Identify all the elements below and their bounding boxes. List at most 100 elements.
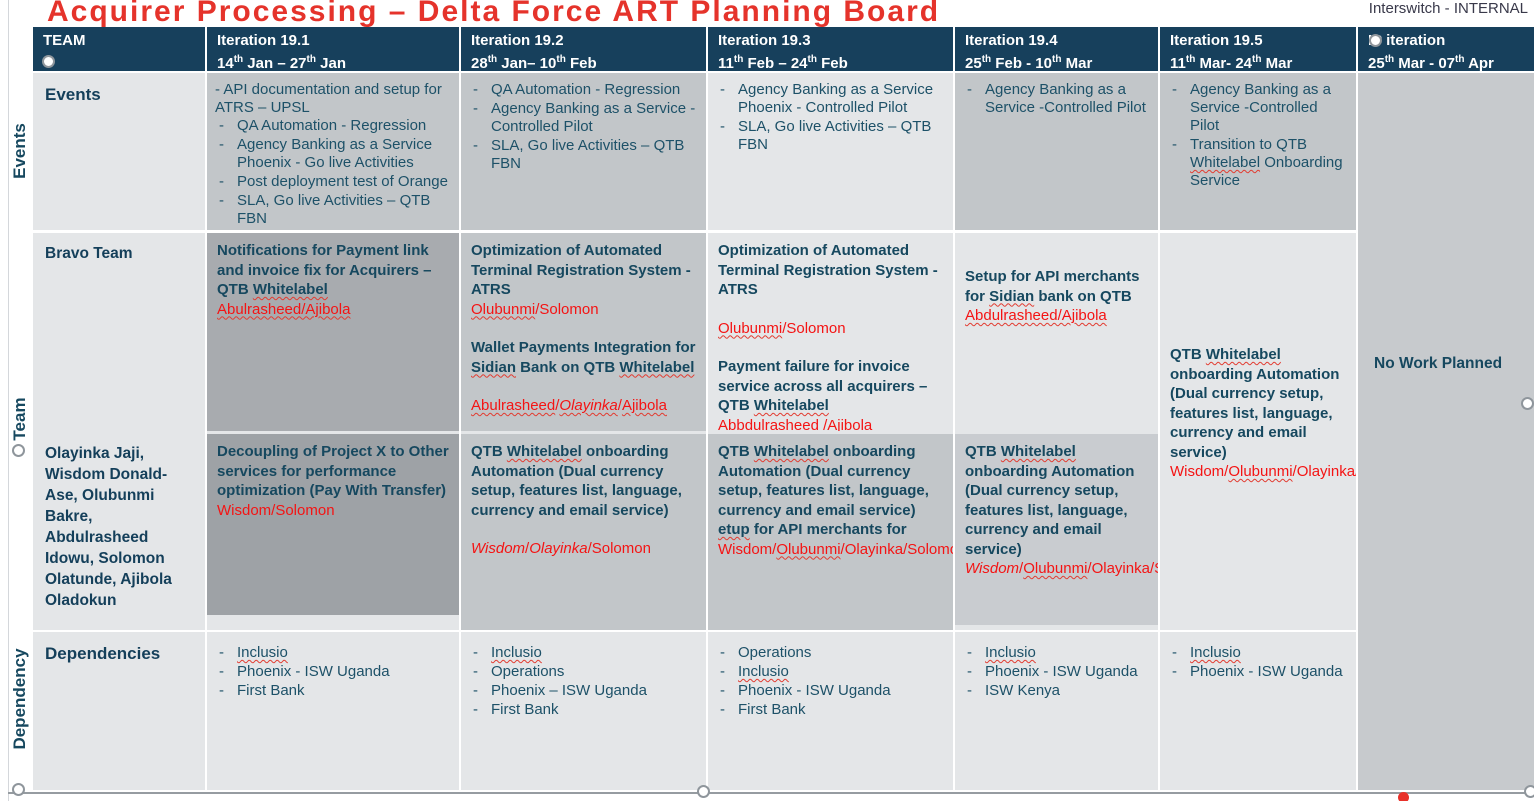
events-cell-19-3[interactable]: Agency Banking as a Service Phoenix - Co… xyxy=(708,73,953,230)
work-item-title: Optimization of Automated Terminal Regis… xyxy=(718,242,938,298)
selection-handle[interactable] xyxy=(1369,34,1382,47)
team-cell-19-2[interactable]: Optimization of Automated Terminal Regis… xyxy=(461,233,706,630)
work-item-title: QTB Whitelabel onboarding Automation (Du… xyxy=(965,443,1135,558)
events-cell-19-5[interactable]: Agency Banking as a Service -Controlled … xyxy=(1160,73,1356,230)
dependency-item: Inclusio xyxy=(215,644,453,662)
work-card[interactable]: Decoupling of Project X to Other service… xyxy=(207,434,459,615)
header-cell-iteration-19-4[interactable]: Iteration 19.4 25th Feb - 10th Mar xyxy=(955,27,1158,71)
team-cell-19-1[interactable]: Notifications for Payment link and invoi… xyxy=(207,233,459,630)
header-team-label: TEAM xyxy=(43,32,86,49)
work-card[interactable]: Setup for API merchants for Sidian bank … xyxy=(955,233,1158,431)
work-item-title: QTB Whitelabel onboarding Automation (Du… xyxy=(471,443,682,519)
header-cell-team[interactable]: TEAM xyxy=(33,27,205,71)
work-item-owners: Wisdom/Olayinka/Solomon xyxy=(471,540,651,557)
ip-iteration-cell[interactable]: No Work Planned xyxy=(1358,73,1534,790)
work-item-owners: Olubunmi/Solomon xyxy=(471,300,599,318)
dependencies-cell-19-1[interactable]: Inclusio Phoenix - ISW Uganda First Bank xyxy=(207,632,459,790)
work-item-title: Payment failure for invoice service acro… xyxy=(718,358,928,414)
dependencies-cell-19-5[interactable]: Inclusio Phoenix - ISW Uganda xyxy=(1160,632,1356,790)
team-cell-19-3[interactable]: Optimization of Automated Terminal Regis… xyxy=(708,233,953,630)
work-item-owners: Wisdom/Olubunmi/Olayinka/Solomon xyxy=(718,540,953,558)
dependency-item: ISW Kenya xyxy=(963,682,1152,700)
iteration-dates: 11th Mar- 24th Mar xyxy=(1170,54,1293,71)
event-item: Agency Banking as a Service -Controlled … xyxy=(469,100,700,136)
work-card[interactable]: Notifications for Payment link and invoi… xyxy=(207,233,459,431)
work-item-title: Optimization of Automated Terminal Regis… xyxy=(471,242,691,298)
events-row-label-cell[interactable]: Events xyxy=(33,73,205,230)
header-cell-ip-iteration[interactable]: IP iteration 25th Mar - 07th Apr xyxy=(1358,27,1534,71)
selection-handle[interactable] xyxy=(697,785,710,798)
work-item-owners: Olubunmi/Solomon xyxy=(718,319,846,337)
team-row-label-cell[interactable]: Bravo Team Olayinka Jaji, Wisdom Donald-… xyxy=(33,233,205,630)
row-group-label-team[interactable]: Team xyxy=(10,397,29,441)
iteration-dates: 14th Jan – 27th Jan xyxy=(217,54,346,71)
work-item-owners: Wisdom/Solomon xyxy=(217,501,335,519)
dependency-item: First Bank xyxy=(716,701,947,719)
dependency-item: Operations xyxy=(469,663,700,681)
dependencies-cell-19-3[interactable]: Operations Inclusio Phoenix - ISW Uganda… xyxy=(708,632,953,790)
work-card[interactable]: Optimization of Automated Terminal Regis… xyxy=(461,233,706,431)
iteration-dates: 11th Feb – 24th Feb xyxy=(718,54,848,71)
event-item: Agency Banking as a Service -Controlled … xyxy=(963,81,1152,117)
work-item-title: QTB Whitelabel onboarding Automation (Du… xyxy=(1170,346,1340,461)
work-item-owners: Abulrasheed/Ajibola xyxy=(217,300,351,318)
events-cell-19-2[interactable]: QA Automation - Regression Agency Bankin… xyxy=(461,73,706,230)
dependencies-cell-19-4[interactable]: Inclusio Phoenix - ISW Uganda ISW Kenya xyxy=(955,632,1158,790)
events-cell-19-1[interactable]: - API documentation and setup for ATRS –… xyxy=(207,73,459,230)
iteration-dates: 25th Feb - 10th Mar xyxy=(965,54,1093,71)
red-marker-dot xyxy=(1398,792,1409,801)
selection-handle[interactable] xyxy=(42,55,55,68)
event-item: Transition to QTB Whitelabel Onboarding … xyxy=(1168,136,1350,190)
header-cell-iteration-19-5[interactable]: Iteration 19.5 11th Mar- 24th Mar xyxy=(1160,27,1356,71)
dependency-item: Phoenix - ISW Uganda xyxy=(1168,663,1350,681)
selection-handle[interactable] xyxy=(1524,785,1534,798)
event-item: Agency Banking as a Service Phoenix - Co… xyxy=(716,81,947,117)
work-card[interactable]: QTB Whitelabel onboarding Automation (Du… xyxy=(461,434,706,630)
event-item: Agency Banking as a Service -Controlled … xyxy=(1168,81,1350,135)
header-cell-iteration-19-3[interactable]: Iteration 19.3 11th Feb – 24th Feb xyxy=(708,27,953,71)
iteration-name: Iteration 19.5 xyxy=(1170,32,1263,49)
work-card[interactable]: Optimization of Automated Terminal Regis… xyxy=(708,233,953,431)
iteration-name: Iteration 19.3 xyxy=(718,32,811,49)
iteration-name: IP iteration xyxy=(1368,32,1446,49)
work-card[interactable]: QTB Whitelabel onboarding Automation (Du… xyxy=(955,434,1158,625)
work-item-owners: Abulrasheed/Olayinka/Ajibola xyxy=(471,397,667,414)
team-cell-19-4[interactable]: Setup for API merchants for Sidian bank … xyxy=(955,233,1158,630)
header-cell-iteration-19-1[interactable]: Iteration 19.1 14th Jan – 27th Jan xyxy=(207,27,459,71)
work-card[interactable]: QTB Whitelabel onboarding Automation (Du… xyxy=(1160,233,1356,490)
work-item-title: Setup for API merchants for Sidian bank … xyxy=(965,268,1140,305)
work-item-title: Wallet Payments Integration for Sidian B… xyxy=(471,339,696,376)
page-title[interactable]: Acquirer Processing – Delta Force ART Pl… xyxy=(47,0,941,28)
work-item-owners: Abbdulrasheed /Ajibola xyxy=(718,416,873,432)
selection-handle[interactable] xyxy=(12,444,25,457)
no-work-planned-text: No Work Planned xyxy=(1374,355,1503,372)
events-cell-19-4[interactable]: Agency Banking as a Service -Controlled … xyxy=(955,73,1158,230)
dependencies-cell-19-2[interactable]: Inclusio Operations Phoenix – ISW Uganda… xyxy=(461,632,706,790)
dependency-item: Inclusio xyxy=(469,644,700,662)
dependency-item: First Bank xyxy=(469,701,700,719)
header-cell-iteration-19-2[interactable]: Iteration 19.2 28th Jan– 10th Feb xyxy=(461,27,706,71)
dependency-item: Phoenix - ISW Uganda xyxy=(716,682,947,700)
dependency-item: First Bank xyxy=(215,682,453,700)
dependency-item: Operations xyxy=(716,644,947,662)
work-item-title: Notifications for Payment link and invoi… xyxy=(217,242,432,298)
event-item: SLA, Go live Activities – QTB FBN xyxy=(215,192,453,228)
dependency-item: Inclusio xyxy=(1168,644,1350,662)
team-members: Olayinka Jaji, Wisdom Donald-Ase, Olubun… xyxy=(45,445,172,609)
selection-handle[interactable] xyxy=(1521,397,1534,410)
dependency-item: Inclusio xyxy=(716,663,947,681)
row-group-label-events[interactable]: Events xyxy=(10,123,29,179)
dependency-item: Phoenix - ISW Uganda xyxy=(215,663,453,681)
event-item: Post deployment test of Orange xyxy=(215,173,453,191)
event-item: Agency Banking as a Service Phoenix - Go… xyxy=(215,136,453,172)
work-card[interactable]: QTB Whitelabel onboarding Automation (Du… xyxy=(708,434,953,630)
iteration-name: Iteration 19.1 xyxy=(217,32,310,49)
dependencies-row-label-cell[interactable]: Dependencies xyxy=(33,632,205,790)
team-cell-19-5[interactable]: QTB Whitelabel onboarding Automation (Du… xyxy=(1160,233,1356,630)
selection-handle[interactable] xyxy=(12,783,25,796)
row-group-label-dependency[interactable]: Dependency xyxy=(10,648,29,750)
iteration-name: Iteration 19.4 xyxy=(965,32,1058,49)
iteration-dates: 28th Jan– 10th Feb xyxy=(471,54,597,71)
work-item-owners: Wisdom/Olubunmi/Olayinka/Solomon xyxy=(1170,463,1356,480)
dependency-item: Inclusio xyxy=(963,644,1152,662)
